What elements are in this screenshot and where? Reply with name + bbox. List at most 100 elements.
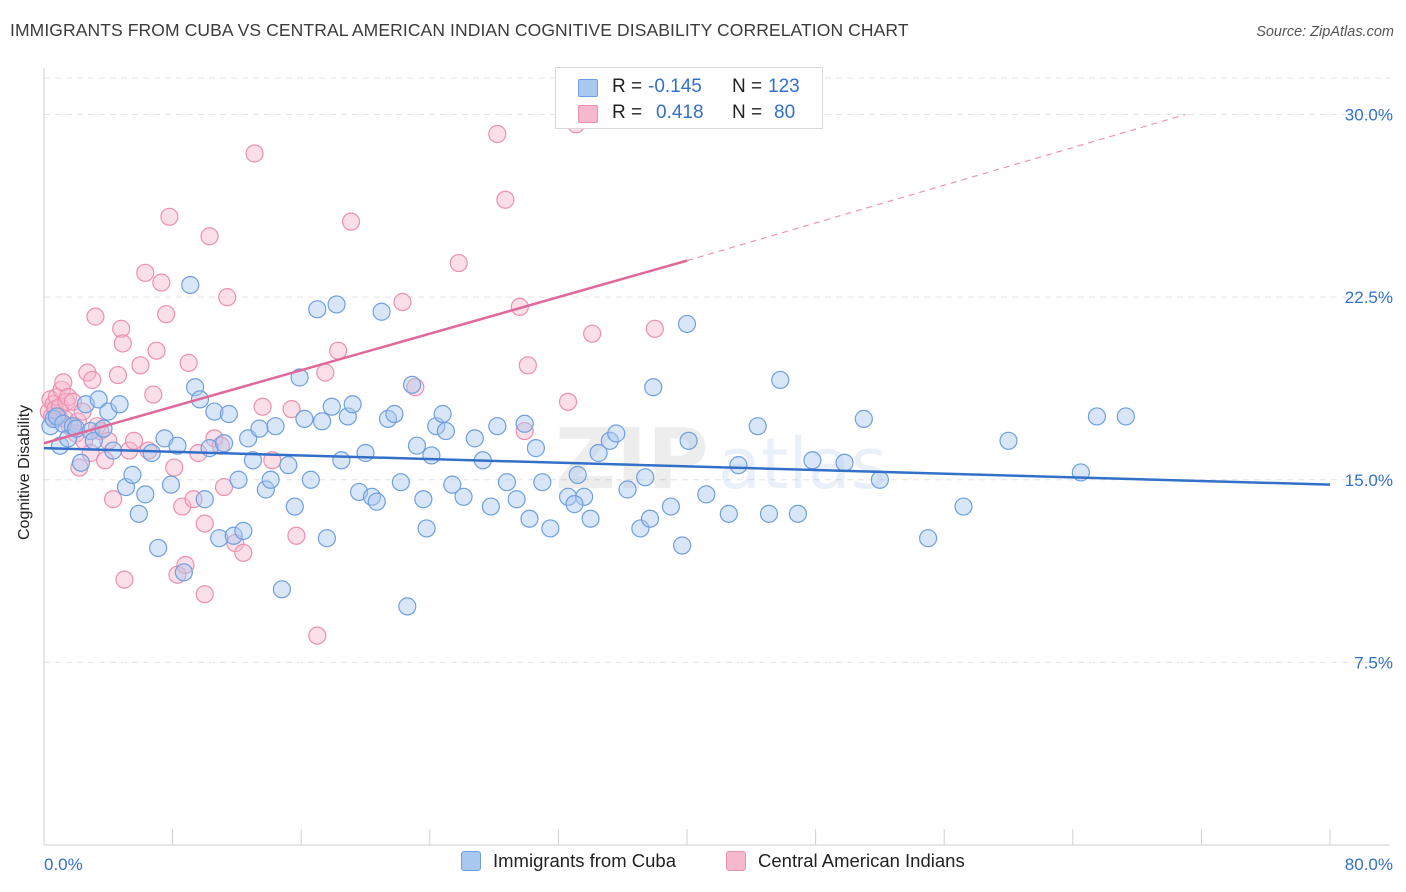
point-cai-38 [144, 385, 163, 404]
y-tick-label-3: 30.0% [1345, 106, 1393, 125]
point-cai-71 [515, 421, 534, 441]
legend-r-value-cuba: -0.145 [648, 76, 702, 97]
point-cuba-42 [256, 480, 275, 499]
point-cai-50 [195, 514, 214, 533]
point-cuba-70 [414, 490, 433, 509]
point-cai-78 [214, 477, 234, 497]
point-cuba-1 [44, 409, 63, 428]
point-cai-23 [86, 307, 105, 326]
point-cuba-34 [214, 434, 234, 453]
point-cai-69 [488, 124, 507, 144]
point-cuba-81 [497, 473, 517, 492]
tick-labels: 7.5% 15.0% 22.5% 30.0% 0.0% 80.0% [44, 106, 1393, 874]
point-cuba-63 [372, 302, 391, 321]
watermark: ZIP atlas [555, 410, 887, 508]
point-cuba-69 [407, 436, 427, 455]
point-cuba-45 [272, 580, 292, 599]
point-cuba-25 [168, 436, 187, 455]
point-cuba-19 [129, 504, 148, 523]
point-cai-51 [200, 227, 219, 246]
watermark-atlas: atlas [718, 423, 887, 505]
point-cuba-122 [436, 421, 455, 441]
point-cai-74 [558, 392, 578, 411]
point-cai-62 [308, 626, 327, 645]
point-cuba-51 [308, 300, 327, 319]
point-cuba-68 [403, 375, 422, 394]
legend-n-label: N = [732, 76, 763, 97]
point-cai-41 [157, 305, 176, 324]
point-cai-79 [195, 585, 214, 604]
point-cuba-32 [205, 402, 224, 421]
bottom-legend-label-cuba: Immigrants from Cuba [493, 850, 676, 871]
point-cuba-82 [507, 490, 526, 509]
y-axis-label: Cognitive Disability [16, 404, 33, 540]
point-cuba-107 [771, 370, 790, 390]
point-cuba-62 [367, 492, 386, 511]
point-cai-58 [253, 397, 272, 416]
legend-n-value-cuba: 123 [768, 76, 800, 97]
point-cuba-14 [99, 402, 118, 421]
point-cuba-41 [250, 419, 269, 438]
point-cuba-47 [285, 497, 304, 516]
point-cuba-121 [565, 495, 584, 514]
point-cuba-58 [343, 395, 362, 414]
point-cuba-27 [181, 275, 200, 295]
point-cuba-66 [391, 473, 410, 492]
point-cuba-111 [854, 409, 873, 428]
point-cai-30 [112, 319, 131, 338]
point-cai-77 [645, 319, 664, 338]
point-cuba-120 [644, 378, 663, 397]
point-cuba-50 [301, 470, 320, 489]
grid-layer [44, 77, 1390, 663]
point-cai-28 [104, 490, 123, 509]
point-cuba-100 [673, 536, 692, 555]
bottom-legend-swatch-cai [726, 851, 746, 871]
point-cuba-97 [636, 468, 655, 487]
point-cuba-109 [803, 451, 822, 470]
y-tick-label-2: 22.5% [1345, 288, 1393, 307]
point-cuba-30 [195, 490, 214, 509]
point-cai-29 [108, 365, 128, 385]
point-cuba-20 [136, 485, 155, 504]
x-tick-label-min: 0.0% [44, 855, 83, 874]
point-cuba-55 [327, 295, 346, 314]
point-cuba-105 [748, 417, 767, 436]
point-cai-22 [83, 370, 102, 390]
point-cai-35 [131, 356, 150, 375]
point-cuba-40 [243, 451, 263, 470]
point-cuba-35 [219, 404, 238, 424]
point-cuba-77 [465, 429, 484, 448]
point-cai-60 [282, 400, 301, 419]
point-cuba-33 [210, 529, 229, 548]
point-cuba-67 [398, 597, 417, 616]
point-cuba-118 [1116, 407, 1135, 426]
point-cuba-72 [422, 446, 441, 465]
bottom-legend-label-cai: Central American Indians [758, 850, 965, 871]
point-cai-54 [218, 288, 237, 307]
point-cuba-96 [631, 519, 650, 538]
source-label: Source: ZipAtlas.com [1256, 24, 1394, 40]
point-cai-56 [234, 543, 253, 562]
point-cuba-24 [161, 475, 181, 494]
legend-r-label: R = [612, 102, 643, 123]
point-cai-47 [179, 353, 198, 372]
point-cai-76 [583, 324, 602, 343]
point-cuba-21 [142, 443, 161, 463]
point-cuba-76 [454, 487, 473, 506]
point-cuba-99 [661, 497, 681, 516]
legend-n-value-cai: 80 [774, 102, 796, 123]
point-cuba-71 [417, 519, 436, 538]
watermark-zip: ZIP [555, 410, 709, 508]
point-cuba-2 [47, 407, 66, 426]
point-cuba-38 [234, 521, 253, 540]
point-cai-61 [287, 526, 306, 545]
point-cai-40 [152, 273, 171, 292]
y-tick-label-1: 15.0% [1345, 471, 1393, 490]
point-cuba-102 [697, 485, 716, 504]
point-cuba-26 [174, 563, 193, 582]
point-cuba-106 [759, 504, 779, 523]
point-cuba-110 [835, 453, 854, 472]
point-cuba-60 [356, 443, 375, 463]
point-cuba-16 [110, 395, 129, 414]
point-cuba-79 [481, 497, 500, 516]
